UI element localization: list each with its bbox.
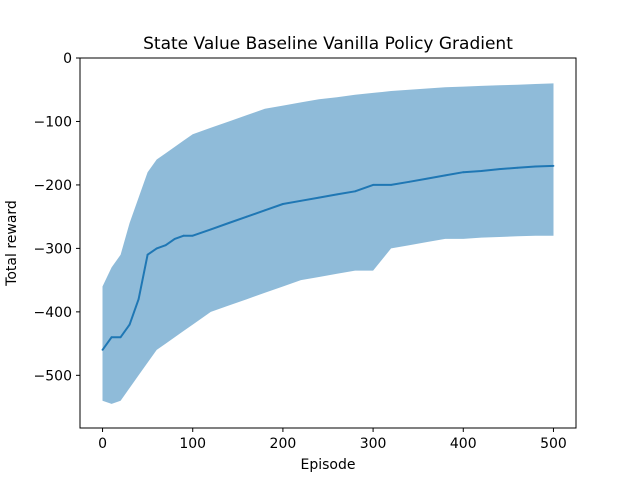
mean-point (534, 165, 537, 168)
x-axis-label: Episode (301, 457, 356, 473)
mean-point (191, 234, 194, 237)
mean-point (498, 168, 501, 171)
mean-point (462, 171, 465, 174)
x-tick-label: 200 (270, 436, 297, 452)
mean-point (110, 336, 113, 339)
mean-point (390, 184, 392, 186)
x-tick-label: 0 (98, 436, 107, 452)
std-bands (102, 83, 554, 404)
mean-point (182, 234, 185, 237)
y-tick-label: −200 (34, 178, 72, 194)
mean-point (516, 166, 519, 169)
y-axis: 0 −100 −200 −300 −400 −500 (34, 51, 80, 384)
mean-point (164, 244, 167, 247)
mean-point (282, 203, 284, 205)
mean-point (552, 165, 555, 167)
mean-point (128, 323, 131, 326)
mean-point (101, 349, 104, 351)
y-tick-label: −100 (34, 114, 72, 130)
mean-point (227, 222, 230, 224)
mean-point (354, 190, 356, 193)
y-tick-label: −400 (34, 305, 72, 321)
x-tick-label: 300 (360, 436, 387, 452)
mean-point (119, 336, 122, 339)
y-axis-label: Total reward (4, 200, 20, 287)
mean-point (173, 238, 176, 240)
y-tick-label: 0 (63, 51, 72, 67)
std-band-0 (102, 83, 554, 404)
x-axis: 0 100 200 300 400 500 (98, 428, 567, 452)
mean-point (146, 253, 149, 256)
x-tick-label: 500 (540, 436, 567, 452)
mean-point (264, 209, 266, 212)
mean-point (318, 196, 320, 199)
x-tick-label: 100 (179, 436, 206, 452)
plot-frame (79, 57, 577, 429)
mean-point (336, 193, 338, 196)
y-tick-label: −500 (34, 368, 72, 384)
mean-point (408, 180, 411, 183)
mean-point (444, 174, 447, 177)
x-tick-label: 400 (450, 436, 477, 452)
mean-point (137, 298, 140, 301)
mean-point (372, 184, 374, 186)
mean-lines (101, 164, 555, 351)
mean-point (300, 199, 302, 202)
mean-point (155, 247, 158, 250)
mean-point (245, 215, 248, 218)
mean-point (209, 228, 212, 231)
mean-point (426, 177, 429, 180)
chart-title: State Value Baseline Vanilla Policy Grad… (143, 34, 513, 54)
y-tick-label: −300 (34, 241, 72, 257)
mean-point (480, 170, 483, 172)
